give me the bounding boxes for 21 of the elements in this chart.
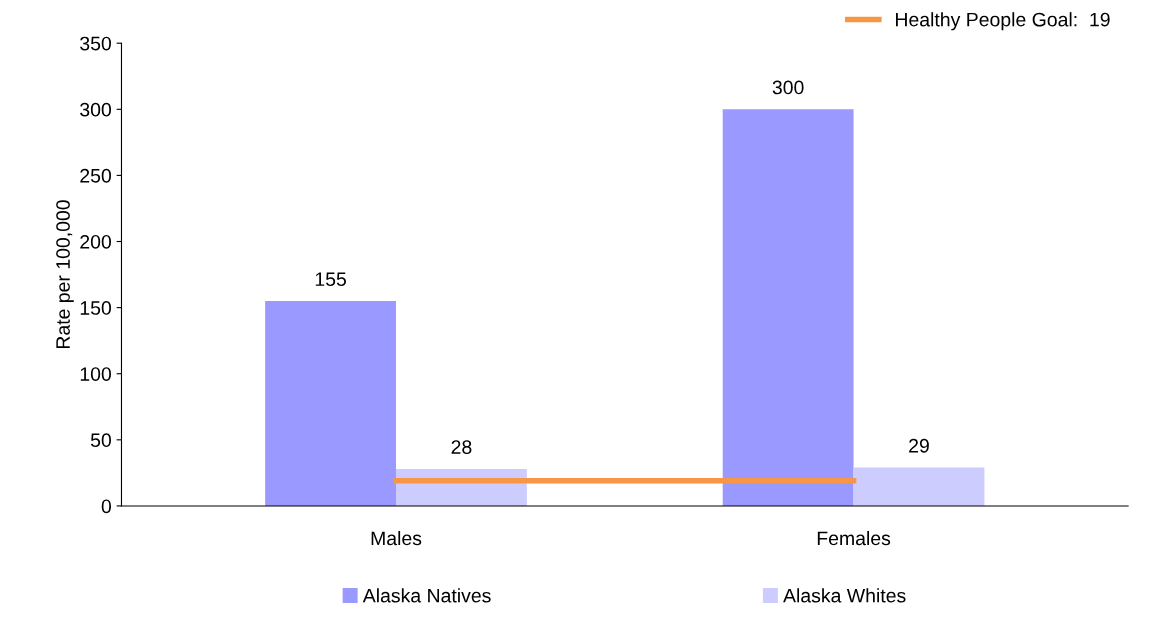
y-tick-label: 150	[80, 301, 112, 315]
legend-label: Alaska Natives	[362, 588, 491, 603]
y-tick-label: 0	[101, 499, 111, 514]
legend-label: Alaska Whites	[783, 588, 906, 603]
x-tick-label: Females	[817, 530, 891, 546]
bar	[265, 301, 397, 506]
y-tick-label: 100	[80, 367, 112, 381]
y-tick-label: 250	[80, 168, 112, 183]
data-label: 155	[315, 272, 346, 287]
y-tick-label: 350	[80, 36, 112, 51]
y-tick-label: 200	[80, 234, 112, 249]
data-label: 300	[772, 80, 804, 95]
x-tick-label: Males	[371, 530, 422, 546]
y-axis-title: Rate per 100,000	[56, 200, 74, 349]
data-label: 28	[451, 440, 472, 454]
y-tick-label: 50	[90, 433, 111, 448]
bar	[853, 467, 985, 506]
bar	[722, 109, 854, 506]
y-tick-label: 300	[80, 102, 112, 117]
data-label: 29	[909, 438, 929, 453]
legend-label: Healthy People Goal: 19	[896, 12, 1110, 31]
